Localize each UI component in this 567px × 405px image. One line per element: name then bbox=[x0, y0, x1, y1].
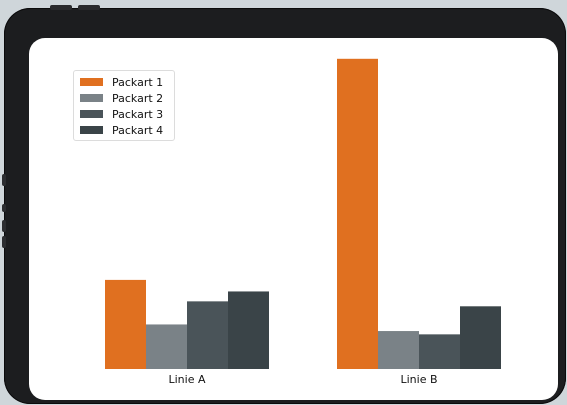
legend-swatch bbox=[80, 78, 103, 86]
chart-legend: Packart 1 Packart 2 Packart 3 Packart 4 bbox=[73, 70, 175, 141]
bar-linie-a-packart-4 bbox=[228, 291, 269, 369]
tablet-frame: Linie A Linie B Packart 1 Packart 2 Packa… bbox=[2, 5, 566, 404]
bar-linie-a-packart-3 bbox=[187, 301, 228, 369]
x-tick-label: Linie B bbox=[400, 373, 437, 386]
bar-linie-b-packart-3 bbox=[419, 334, 460, 369]
legend-entry-packart-1: Packart 1 bbox=[74, 74, 174, 90]
legend-swatch bbox=[80, 94, 103, 102]
x-tick-label: Linie A bbox=[168, 373, 205, 386]
legend-label: Packart 3 bbox=[112, 107, 164, 121]
tablet-screen: Linie A Linie B Packart 1 Packart 2 Packa… bbox=[29, 38, 558, 400]
legend-label: Packart 4 bbox=[112, 123, 164, 137]
x-tick-labels: Linie A Linie B bbox=[168, 373, 437, 386]
bar-linie-a-packart-1 bbox=[105, 279, 146, 369]
bar-linie-b-packart-2 bbox=[378, 331, 419, 369]
top-button-left bbox=[50, 5, 72, 10]
bar-linie-a-packart-2 bbox=[146, 324, 187, 369]
legend-swatch bbox=[80, 110, 103, 118]
side-button-1 bbox=[2, 174, 6, 186]
legend-entry-packart-4: Packart 4 bbox=[74, 122, 174, 138]
side-button-4 bbox=[2, 236, 6, 248]
side-button-3 bbox=[2, 220, 6, 232]
legend-label: Packart 1 bbox=[112, 75, 164, 89]
side-button-2 bbox=[2, 204, 6, 212]
bar-chart: Linie A Linie B bbox=[105, 58, 501, 386]
legend-label: Packart 2 bbox=[112, 91, 164, 105]
bar-linie-b-packart-4 bbox=[460, 306, 501, 369]
bar-linie-b-packart-1 bbox=[337, 58, 378, 370]
bar-group bbox=[105, 58, 501, 370]
legend-entry-packart-2: Packart 2 bbox=[74, 90, 174, 106]
legend-swatch bbox=[80, 126, 103, 134]
legend-entry-packart-3: Packart 3 bbox=[74, 106, 174, 122]
top-button-right bbox=[78, 5, 100, 10]
